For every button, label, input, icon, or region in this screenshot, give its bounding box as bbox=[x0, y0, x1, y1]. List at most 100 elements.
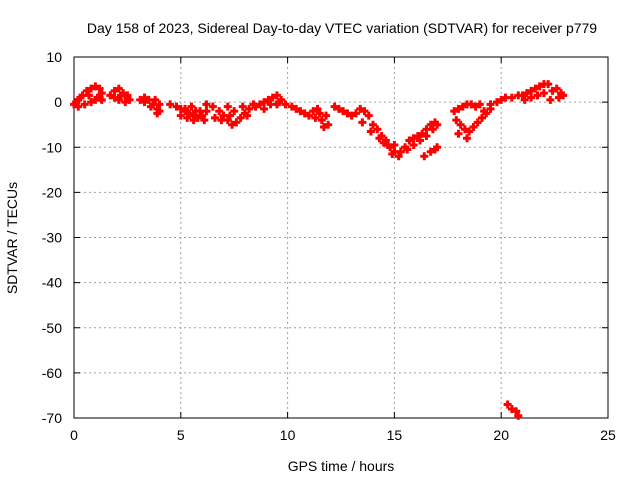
data-point bbox=[304, 111, 313, 120]
data-point bbox=[343, 109, 352, 118]
data-point bbox=[486, 100, 495, 109]
y-axis-label: SDTVAR / TECUs bbox=[4, 182, 20, 294]
y-tick-label: 10 bbox=[46, 49, 62, 65]
y-tick-label: -30 bbox=[42, 230, 62, 246]
data-point bbox=[87, 84, 96, 93]
data-point bbox=[217, 116, 226, 125]
data-point bbox=[232, 118, 241, 127]
data-point bbox=[264, 95, 273, 104]
data-point bbox=[390, 140, 399, 149]
data-point bbox=[360, 107, 369, 116]
data-point bbox=[426, 147, 435, 156]
data-point bbox=[458, 102, 467, 111]
data-point bbox=[507, 404, 516, 413]
series-segment-3 bbox=[136, 93, 164, 118]
x-tick-label: 15 bbox=[387, 427, 403, 443]
data-point bbox=[93, 93, 102, 102]
data-point bbox=[114, 84, 123, 93]
data-point bbox=[193, 113, 202, 122]
data-point bbox=[409, 134, 418, 143]
data-point bbox=[172, 102, 181, 111]
data-point bbox=[317, 116, 326, 125]
grid bbox=[74, 57, 608, 418]
data-point bbox=[313, 104, 322, 113]
data-point bbox=[452, 116, 461, 125]
data-point bbox=[309, 107, 318, 116]
data-point bbox=[275, 98, 284, 107]
data-point bbox=[330, 102, 339, 111]
data-point bbox=[311, 113, 320, 122]
data-point bbox=[394, 152, 403, 161]
x-tick-label: 10 bbox=[280, 427, 296, 443]
data-point bbox=[151, 95, 160, 104]
series-segment-7 bbox=[287, 102, 333, 131]
data-point bbox=[463, 134, 472, 143]
data-point bbox=[260, 98, 269, 107]
data-point bbox=[183, 113, 192, 122]
data-point bbox=[351, 109, 360, 118]
series-segment-1 bbox=[70, 82, 106, 111]
data-point bbox=[322, 111, 331, 120]
y-tick-label: -40 bbox=[42, 275, 62, 291]
y-tick-label: -70 bbox=[42, 410, 62, 426]
data-point bbox=[87, 98, 96, 107]
x-tick-label: 0 bbox=[70, 427, 78, 443]
data-point bbox=[460, 125, 469, 134]
data-point bbox=[358, 118, 367, 127]
data-point bbox=[347, 111, 356, 120]
data-point bbox=[230, 107, 239, 116]
series-segment-10 bbox=[450, 100, 495, 143]
x-tick-labels: 0 5 10 15 20 25 bbox=[70, 427, 616, 443]
data-point bbox=[146, 102, 155, 111]
data-point bbox=[296, 107, 305, 116]
data-point bbox=[238, 102, 247, 111]
data-point bbox=[121, 98, 130, 107]
y-tick-label: -20 bbox=[42, 184, 62, 200]
data-point bbox=[413, 131, 422, 140]
data-point bbox=[260, 104, 269, 113]
data-point bbox=[185, 109, 194, 118]
data-point bbox=[223, 102, 232, 111]
data-point bbox=[324, 120, 333, 129]
data-point bbox=[339, 107, 348, 116]
data-points bbox=[70, 80, 568, 420]
data-point bbox=[539, 89, 548, 98]
data-point bbox=[319, 122, 328, 131]
data-point bbox=[95, 84, 104, 93]
data-point bbox=[123, 93, 132, 102]
data-point bbox=[369, 120, 378, 129]
data-point bbox=[456, 120, 465, 129]
data-point bbox=[418, 129, 427, 138]
data-point bbox=[559, 91, 568, 100]
data-point bbox=[187, 102, 196, 111]
data-point bbox=[266, 100, 275, 109]
data-point bbox=[554, 93, 563, 102]
data-point bbox=[473, 118, 482, 127]
data-point bbox=[454, 104, 463, 113]
data-point bbox=[475, 100, 484, 109]
data-point bbox=[518, 91, 527, 100]
data-point bbox=[251, 102, 260, 111]
data-point bbox=[396, 147, 405, 156]
data-point bbox=[507, 93, 516, 102]
data-point bbox=[379, 138, 388, 147]
data-point bbox=[469, 122, 478, 131]
y-tick-label: 0 bbox=[54, 94, 62, 110]
data-point bbox=[544, 80, 553, 89]
data-point bbox=[82, 86, 91, 95]
data-point bbox=[531, 84, 540, 93]
data-point bbox=[366, 127, 375, 136]
data-point bbox=[136, 95, 145, 104]
data-point bbox=[200, 116, 209, 125]
data-point bbox=[153, 109, 162, 118]
data-point bbox=[245, 104, 254, 113]
data-point bbox=[181, 104, 190, 113]
data-point bbox=[409, 140, 418, 149]
x-tick-label: 5 bbox=[177, 427, 185, 443]
data-point bbox=[552, 84, 561, 93]
series-segment-11 bbox=[486, 80, 568, 109]
data-point bbox=[225, 111, 234, 120]
data-point bbox=[533, 91, 542, 100]
